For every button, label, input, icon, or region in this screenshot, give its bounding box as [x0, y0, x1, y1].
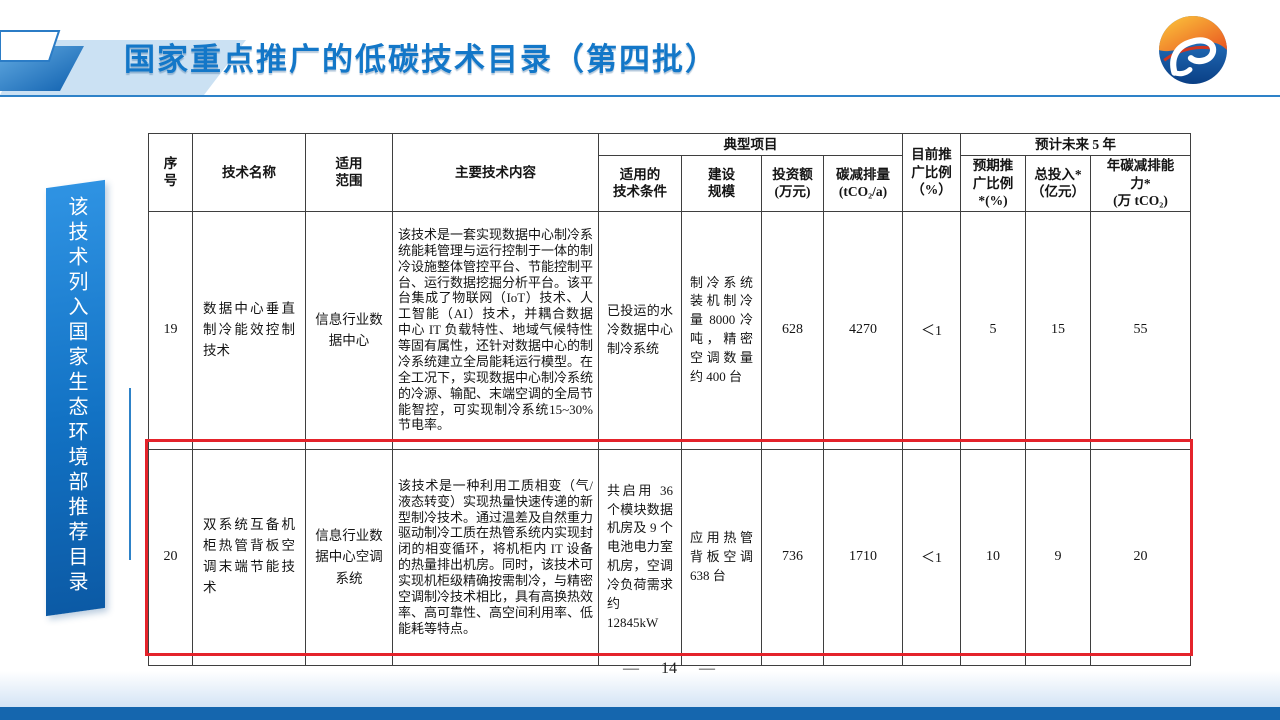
- col-header-future-carbon: 年碳减排能 力* (万 tCO₂): [1089, 155, 1192, 212]
- cell-serial: 19: [148, 210, 193, 450]
- col-header-condition: 适用的 技术条件: [598, 155, 682, 212]
- cell-condition: 共启用 36 个模块数据机房及 9 个电池电力室机房，空调冷负荷需求约 1284…: [598, 448, 682, 666]
- header-row-sub: 适用的 技术条件 建设 规模 投资额 (万元) 碳减排量 (tCO₂/a) 预期…: [149, 155, 1192, 212]
- corner-decoration: [0, 30, 246, 95]
- company-logo-icon: [1159, 16, 1227, 84]
- group-header-future-5y: 预计未来 5 年: [959, 133, 1192, 156]
- cell-scope: 信息行业数据中心: [305, 210, 393, 450]
- cell-serial: 20: [148, 448, 193, 666]
- col-header-carbon: 碳减排量 (tCO₂/a): [823, 155, 903, 212]
- table-row-20: 20 双系统互备机柜热管背板空调末端节能技术 信息行业数据中心空调系统 该技术是…: [148, 448, 1192, 666]
- cell-current-ratio: ＜1: [902, 210, 961, 450]
- cell-scale: 应用热管背板空调 638 台: [681, 448, 762, 666]
- cell-future-investment: 15: [1025, 210, 1091, 450]
- header-row-groups: 序 号 技术名称 适用 范围 主要技术内容 典型项目 目前推 广比例 （%） 预…: [148, 133, 1192, 212]
- cell-scope: 信息行业数据中心空调系统: [305, 448, 393, 666]
- bottom-bar: [0, 707, 1280, 720]
- catalog-table: 序 号 技术名称 适用 范围 主要技术内容 典型项目 目前推 广比例 （%） 预…: [148, 133, 1192, 666]
- cell-condition: 已投运的水冷数据中心制冷系统: [598, 210, 682, 450]
- cell-future-investment: 9: [1025, 448, 1091, 666]
- col-header-future-investment: 总投入* （亿元）: [1025, 155, 1091, 212]
- col-header-serial: 序 号: [148, 133, 193, 212]
- side-ribbon-text: 该技术列入国家生态环境部推荐目录: [65, 196, 87, 596]
- cell-future-ratio: 10: [960, 448, 1026, 666]
- page-title: 国家重点推广的低碳技术目录（第四批）: [124, 42, 718, 77]
- cell-investment: 736: [761, 448, 824, 666]
- group-header-typical-project: 典型项目: [598, 133, 903, 156]
- cell-scale: 制冷系统装机制冷量 8000 冷吨，精密空调数量约 400 台: [681, 210, 762, 450]
- cell-tech-name: 数据中心垂直制冷能效控制技术: [192, 210, 306, 450]
- cell-future-carbon: 20: [1089, 448, 1192, 666]
- col-header-scope: 适用 范围: [305, 133, 393, 212]
- cell-carbon: 1710: [823, 448, 903, 666]
- cell-future-carbon: 55: [1089, 210, 1192, 450]
- cell-investment: 628: [761, 210, 824, 450]
- col-header-tech-name: 技术名称: [192, 133, 306, 212]
- title-underline: [0, 95, 1280, 97]
- col-header-current-ratio: 目前推 广比例 （%）: [902, 133, 961, 212]
- ribbon-accent-line: [129, 388, 131, 560]
- cell-current-ratio: ＜1: [902, 448, 961, 666]
- col-header-investment: 投资额 (万元): [761, 155, 824, 212]
- cell-main-content: 该技术是一种利用工质相变（气/液态转变）实现热量快速传递的新型制冷技术。通过温差…: [392, 448, 599, 666]
- col-header-main-content: 主要技术内容: [392, 133, 599, 212]
- bottom-gradient: [0, 671, 1280, 707]
- col-header-scale: 建设 规模: [681, 155, 762, 212]
- cell-future-ratio: 5: [960, 210, 1026, 450]
- cell-main-content: 该技术是一套实现数据中心制冷系统能耗管理与运行控制于一体的制冷设施整体管控平台、…: [392, 210, 599, 450]
- catalog-table-wrap: 序 号 技术名称 适用 范围 主要技术内容 典型项目 目前推 广比例 （%） 预…: [148, 133, 1192, 666]
- cell-tech-name: 双系统互备机柜热管背板空调末端节能技术: [192, 448, 306, 666]
- cell-carbon: 4270: [823, 210, 903, 450]
- table-row-19: 19 数据中心垂直制冷能效控制技术 信息行业数据中心 该技术是一套实现数据中心制…: [148, 210, 1192, 450]
- col-header-future-ratio: 预期推 广比例 *(%): [960, 155, 1026, 212]
